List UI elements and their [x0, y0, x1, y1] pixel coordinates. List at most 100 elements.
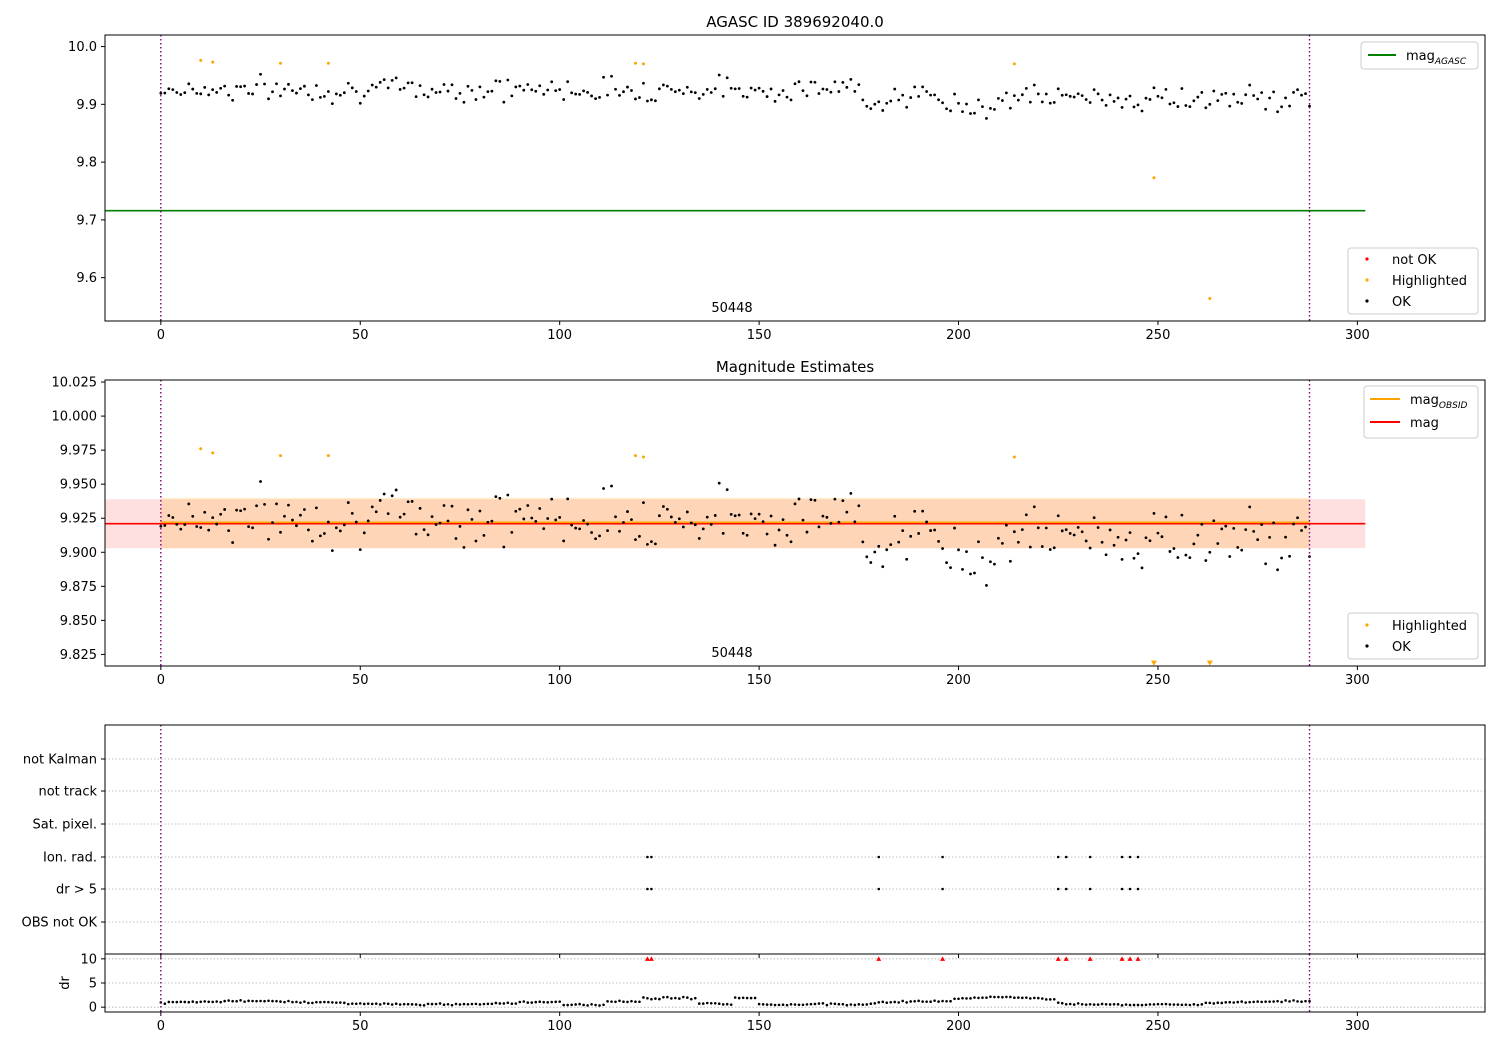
agasc-ok-point — [1128, 94, 1132, 98]
agasc-ok-point — [582, 89, 586, 93]
magnitude-ok-point — [390, 494, 394, 498]
dr-point — [1160, 1002, 1164, 1006]
magnitude-ok-point — [342, 523, 346, 527]
agasc-ok-point — [761, 89, 765, 93]
dr-point — [195, 1001, 199, 1004]
magnitude-plot-frame — [104, 379, 1486, 667]
dr-point — [227, 999, 230, 1002]
agasc-x-tick-label: 50 — [352, 328, 369, 343]
agasc-ok-point — [1200, 91, 1204, 94]
magnitude-ok-point — [857, 504, 861, 508]
dr-point — [1264, 1000, 1267, 1003]
agasc-ok-point — [1168, 102, 1172, 106]
dr-point — [574, 1003, 577, 1006]
agasc-ok-point — [785, 95, 789, 99]
dr-point — [977, 996, 980, 1000]
agasc-ok-point — [1056, 87, 1060, 91]
magnitude-highlighted-point — [1012, 455, 1016, 459]
agasc-ok-point — [805, 94, 809, 98]
magnitude-ok-point — [897, 540, 901, 544]
magnitude-ok-point — [713, 514, 717, 517]
agasc-ok-point — [873, 102, 877, 106]
agasc-ok-point — [183, 91, 187, 95]
agasc-ok-point — [1004, 91, 1008, 95]
magnitude-ok-point — [510, 530, 514, 534]
dr-point — [546, 1001, 550, 1004]
agasc-ok-point — [239, 85, 243, 89]
magnitude-ok-point — [869, 561, 873, 564]
agasc-ok-point — [334, 92, 338, 96]
agasc-ok-point — [977, 98, 980, 102]
magnitude-ok-point — [159, 524, 163, 528]
agasc-ok-point — [889, 99, 893, 103]
agasc-ok-point — [1108, 93, 1112, 97]
magnitude-ok-point — [689, 521, 693, 525]
dr-point — [390, 1003, 394, 1006]
agasc-ok-point — [1076, 92, 1080, 96]
agasc-ok-point — [1276, 110, 1280, 114]
magnitude-ok-point — [749, 512, 753, 516]
dr-point — [713, 1001, 717, 1005]
magnitude-ok-point — [275, 502, 278, 506]
dr-point — [259, 999, 262, 1003]
agasc-ok-point — [1256, 97, 1260, 101]
dr-clipped-point — [1119, 956, 1125, 961]
dr-point — [362, 1002, 366, 1006]
dr-point — [961, 996, 964, 1000]
agasc-ok-point — [203, 85, 207, 89]
agasc-x-tick-label: 100 — [547, 328, 572, 343]
magnitude-ok-point — [809, 498, 813, 502]
magnitude-ok-point — [566, 497, 570, 501]
magnitude-ok-point — [1000, 541, 1004, 545]
magnitude-ok-point — [430, 515, 434, 519]
agasc-legend-highlighted: Highlighted — [1392, 274, 1467, 289]
agasc-ok-point — [689, 90, 693, 94]
magnitude-ok-point — [1292, 522, 1295, 526]
agasc-ok-point — [251, 92, 254, 96]
agasc-ok-point — [1124, 97, 1128, 101]
magnitude-ok-point — [223, 508, 227, 511]
agasc-ok-point — [741, 94, 745, 98]
dr-point — [442, 1003, 446, 1007]
magnitude-ok-point — [450, 504, 454, 508]
magnitude-ok-point — [434, 523, 438, 526]
dr-point — [1017, 996, 1020, 999]
agasc-ok-point — [614, 87, 617, 91]
dr-point — [909, 1000, 912, 1003]
dr-point — [562, 1003, 565, 1007]
dr-point — [949, 999, 952, 1003]
dr-point — [590, 1003, 593, 1006]
dr-point — [530, 1001, 534, 1004]
magnitude-ok-point — [614, 515, 617, 519]
agasc-ok-point — [745, 95, 749, 99]
agasc-ok-point — [1016, 98, 1020, 102]
magnitude-highlighted-point — [641, 455, 645, 459]
magnitude-ok-point — [761, 520, 765, 524]
agasc-ok-point — [773, 99, 777, 103]
agasc-ok-point — [1244, 93, 1248, 97]
agasc-obsid-annotation: 50448 — [711, 301, 752, 316]
agasc-ok-point — [1284, 96, 1287, 100]
agasc-ok-point — [1148, 98, 1152, 101]
magnitude-ok-point — [526, 504, 530, 507]
agasc-ok-point — [650, 98, 653, 102]
agasc-ok-point — [231, 98, 235, 102]
magnitude-ok-point — [1140, 566, 1144, 570]
dr-y-tick-label: 0 — [89, 1001, 97, 1016]
agasc-ok-point — [781, 89, 785, 92]
magnitude-ok-point — [514, 509, 518, 513]
magnitude-ok-point — [175, 523, 179, 526]
magnitude-ok-point — [542, 527, 546, 531]
agasc-ok-point — [402, 86, 406, 90]
dr-point — [1036, 996, 1040, 1000]
dr-point — [386, 1002, 390, 1006]
dr-point — [1100, 1002, 1104, 1006]
magnitude-x-tick-label: 200 — [946, 673, 971, 688]
dr-point — [410, 1003, 414, 1006]
magnitude-ok-point — [402, 512, 406, 516]
magnitude-ok-point — [1008, 559, 1012, 563]
magnitude-ok-point — [486, 520, 490, 524]
magnitude-ok-point — [303, 508, 306, 511]
magnitude-ok-point — [997, 536, 1000, 540]
agasc-ok-point — [1064, 93, 1068, 97]
